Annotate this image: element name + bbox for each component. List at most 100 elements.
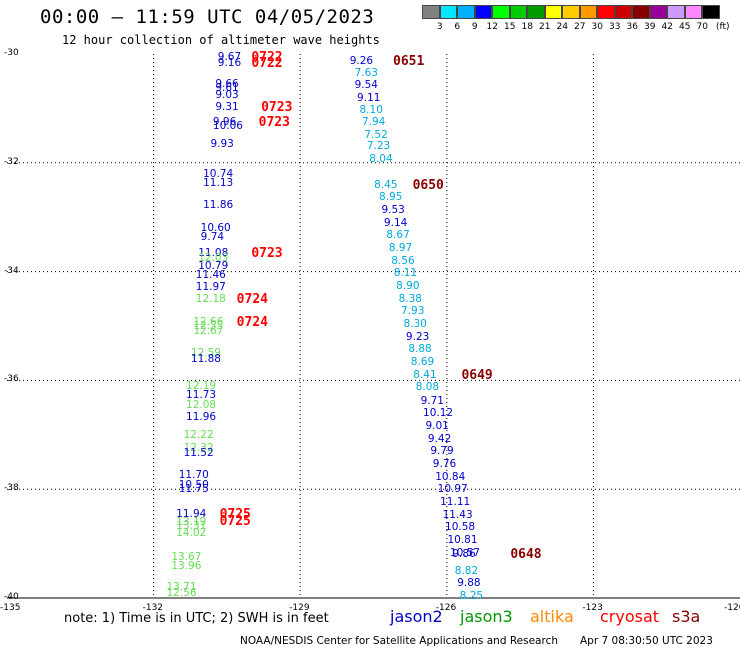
pass-time-label: 0651	[393, 53, 425, 69]
wave-height-value: 9.96	[212, 116, 237, 128]
pass-time-label: 0723	[251, 245, 283, 261]
x-tick-label: -120	[724, 603, 740, 613]
credit-text: NOAA/NESDIS Center for Satellite Applica…	[240, 635, 558, 647]
wave-height-value: 13.71	[166, 581, 197, 594]
color-swatch	[579, 5, 597, 19]
wave-height-value: 11.86	[203, 199, 234, 212]
color-scale-cell: 12	[474, 5, 498, 32]
color-swatch	[684, 5, 702, 19]
wave-height-value: 10.58	[445, 521, 476, 534]
color-scale-cell: 18	[509, 5, 533, 32]
color-scale-cell: 3	[422, 5, 443, 32]
wave-height-value: 11.94	[176, 507, 207, 520]
color-scale-unit: (ft)	[716, 22, 730, 32]
wave-height-value: 9.03	[215, 88, 239, 101]
x-tick-label: -135	[0, 603, 21, 613]
wave-height-value: 11.11	[440, 495, 471, 508]
legend-entry: jason3	[460, 607, 513, 626]
wave-height-value: 8.38	[398, 292, 422, 305]
color-scale-cell: 33	[597, 5, 620, 32]
wave-height-value: 10.97	[437, 483, 468, 496]
wave-height-value: 12.67	[193, 325, 224, 338]
wave-height-value: 8.90	[396, 280, 420, 293]
wave-height-value: 8.04	[369, 152, 393, 165]
wave-height-value: 10.60	[200, 222, 231, 235]
color-scale-label: 12	[486, 22, 498, 32]
wave-height-value: 8.41	[413, 368, 437, 381]
page-title: 00:00 — 11:59 UTC 04/05/2023	[40, 6, 375, 28]
color-scale-legend: 3 6 9 12 15 18 21 24 27 30 33 36 39 42 45 70	[422, 5, 720, 32]
wave-height-value: 11.70	[178, 468, 209, 481]
wave-height-value: 8.97	[388, 242, 413, 255]
wave-height-value: 9.71	[420, 394, 444, 407]
wave-height-value: 11.46	[195, 269, 226, 282]
wave-height-value: 12.32	[183, 442, 214, 455]
color-scale-label: 24	[556, 22, 568, 32]
wave-height-value: 10.79	[198, 260, 229, 273]
pass-time-label: 0724	[236, 291, 268, 307]
wave-height-value: 11.73	[186, 389, 217, 402]
color-scale-label: 30	[591, 22, 603, 32]
color-scale-cell: 21	[527, 5, 550, 32]
wave-height-value: 9.01	[425, 419, 449, 432]
color-scale-label: 42	[661, 22, 673, 32]
wave-height-value: 8.45	[374, 178, 398, 191]
wave-height-value: 7.52	[364, 128, 388, 141]
color-swatch	[509, 5, 527, 19]
wave-height-value: 12.19	[186, 379, 217, 392]
wave-height-value: 9.42	[427, 432, 452, 445]
wave-height-value: 8.30	[403, 318, 427, 331]
wave-height-value: 12.08	[186, 398, 217, 411]
y-tick-label: -30	[4, 48, 19, 58]
color-swatch	[614, 5, 632, 19]
wave-height-value: 9.79	[430, 445, 454, 458]
wave-height-value: 9.74	[200, 231, 225, 244]
color-scale-cell: 36	[614, 5, 638, 32]
x-tick-label: -123	[582, 603, 603, 613]
wave-height-value: 9.86	[452, 548, 476, 561]
color-scale-cell: 6	[439, 5, 461, 32]
color-scale-label: 21	[539, 22, 551, 32]
footnote: note: 1) Time is in UTC; 2) SWH is in fe…	[64, 611, 329, 626]
y-tick-label: -32	[4, 156, 19, 167]
wave-height-value: 8.08	[415, 381, 440, 394]
generated-timestamp: Apr 7 08:30:50 UTC 2023	[580, 635, 713, 647]
color-scale-label: 18	[521, 22, 533, 32]
pass-time-label: 0723	[261, 99, 293, 115]
color-scale-label: 70	[696, 22, 708, 32]
wave-height-value: 10.12	[423, 407, 454, 420]
x-tick-label: -126	[435, 603, 457, 613]
wave-height-value: 9.53	[381, 204, 405, 217]
color-scale-cell: 24	[544, 5, 568, 32]
color-swatch	[649, 5, 667, 19]
color-swatch	[422, 5, 440, 19]
color-scale-label: 6	[454, 22, 461, 32]
color-swatch	[457, 5, 475, 19]
wave-height-value: 11.52	[183, 446, 214, 459]
color-scale-cell: 45	[667, 5, 690, 32]
pass-time-label: 0723	[258, 115, 290, 130]
wave-height-value: 11.97	[195, 280, 226, 293]
wave-height-value: 9.88	[457, 577, 481, 590]
color-swatch	[544, 5, 562, 19]
wave-height-value: 11.43	[442, 508, 473, 521]
wave-height-value: 12.59	[190, 347, 221, 360]
wave-height-value: 12.22	[183, 428, 214, 441]
color-scale-cell: 30	[579, 5, 603, 32]
wave-height-value: 9.16	[217, 56, 242, 69]
color-swatch	[597, 5, 615, 19]
wave-height-value: 8.69	[410, 356, 435, 369]
color-scale-cell: 70	[684, 5, 708, 32]
wave-height-value: 10.84	[435, 470, 466, 483]
y-tick-label: -36	[4, 374, 19, 385]
wave-height-value: 10.06	[212, 120, 243, 133]
wave-height-value: 13.67	[171, 551, 202, 564]
pass-time-label: 0724	[236, 314, 268, 330]
pass-time-label: 0648	[510, 547, 542, 563]
color-swatch	[562, 5, 580, 19]
wave-height-value: 9.76	[432, 457, 457, 470]
wave-height-value: 10.74	[203, 167, 234, 180]
wave-height-value: 9.26	[349, 54, 374, 67]
wave-height-value: 9.93	[210, 137, 234, 150]
